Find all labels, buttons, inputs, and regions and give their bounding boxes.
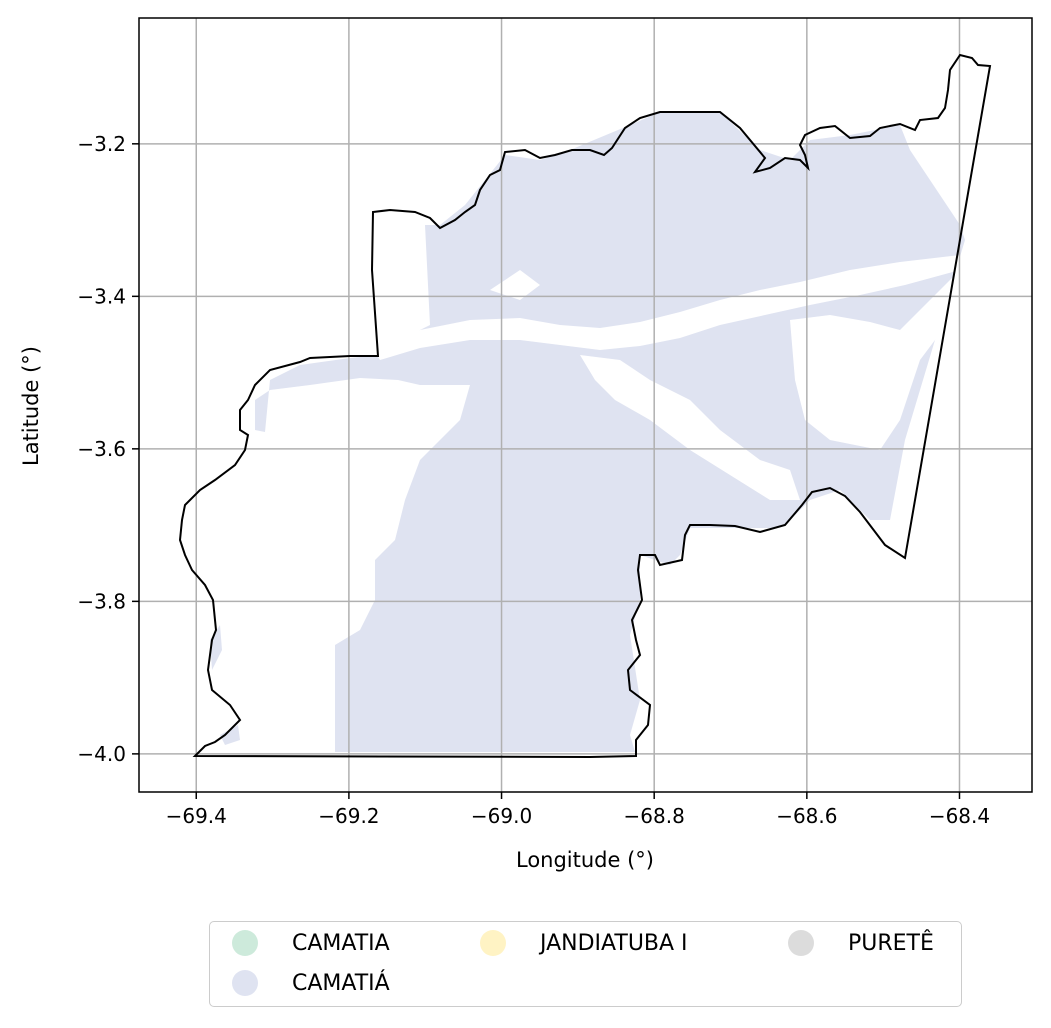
y-tick-label: −3.4 [77, 284, 126, 308]
camatia-area-south-west [220, 725, 240, 745]
legend-marker [788, 930, 814, 956]
y-tick-label: −3.6 [77, 437, 126, 461]
legend-label: CAMATIA [292, 930, 390, 956]
y-tick-label: −3.8 [77, 589, 126, 613]
legend-item-camatia-accent: CAMATIÁ [232, 970, 390, 996]
x-tick-label: −68.4 [929, 804, 990, 828]
legend-marker [232, 970, 258, 996]
territory-boundary [178, 53, 992, 759]
legend-marker [480, 930, 506, 956]
x-tick-label: −69.4 [166, 804, 227, 828]
x-axis: −69.4 −69.2 −69.0 −68.8 −68.6 −68.4 [166, 792, 990, 828]
y-axis-title: Latitude (°) [19, 346, 43, 466]
camatia-area [255, 112, 965, 752]
gridlines [139, 18, 1032, 792]
x-tick-label: −69.2 [318, 804, 379, 828]
river [370, 255, 965, 500]
y-tick-label: −3.2 [77, 132, 126, 156]
y-tick-label: −4.0 [77, 742, 126, 766]
legend-label: JANDIATUBA I [540, 930, 688, 956]
x-tick-label: −69.0 [471, 804, 532, 828]
x-tick-label: −68.6 [776, 804, 837, 828]
river-island-gap [580, 355, 800, 500]
y-axis: −3.2 −3.4 −3.6 −3.8 −4.0 [77, 132, 139, 766]
legend-marker [232, 930, 258, 956]
legend-item-camatia: CAMATIA [232, 930, 390, 956]
x-axis-title: Longitude (°) [516, 848, 654, 872]
river-gap-north [490, 270, 540, 300]
x-tick-label: −68.8 [624, 804, 685, 828]
river-channel [370, 255, 960, 360]
plot-frame [138, 17, 1033, 793]
legend-label: PURETÊ [848, 930, 934, 956]
river-branch [790, 265, 965, 450]
legend-item-purete: PURETÊ [788, 930, 934, 956]
legend-label: CAMATIÁ [292, 970, 390, 996]
legend-item-jandiatuba: JANDIATUBA I [480, 930, 688, 956]
legend: CAMATIA CAMATIÁ JANDIATUBA I PURETÊ [209, 921, 962, 1007]
